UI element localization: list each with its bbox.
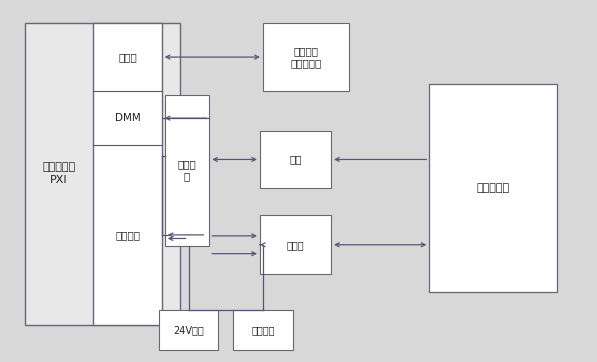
- Text: 继电器: 继电器: [287, 240, 304, 250]
- Text: 矩阵开关: 矩阵开关: [115, 230, 140, 240]
- Text: DMM: DMM: [115, 113, 140, 123]
- Bar: [25, 23, 180, 325]
- Bar: [260, 215, 331, 274]
- Bar: [260, 131, 331, 188]
- Text: 控制器: 控制器: [118, 52, 137, 62]
- Bar: [263, 23, 349, 91]
- Text: 键盘、鼠
标、显示器: 键盘、鼠 标、显示器: [290, 46, 322, 68]
- Text: 针床: 针床: [290, 155, 301, 164]
- Bar: [429, 84, 557, 292]
- Text: 接口单
元: 接口单 元: [178, 159, 196, 181]
- Text: 24V电源: 24V电源: [173, 325, 204, 335]
- Text: 被测电路板: 被测电路板: [476, 183, 510, 193]
- Text: 用户设备: 用户设备: [251, 325, 275, 335]
- Bar: [165, 95, 210, 246]
- Text: 工业计算机
PXI: 工业计算机 PXI: [42, 162, 76, 185]
- Bar: [94, 23, 162, 325]
- Bar: [233, 310, 293, 350]
- Bar: [159, 310, 219, 350]
